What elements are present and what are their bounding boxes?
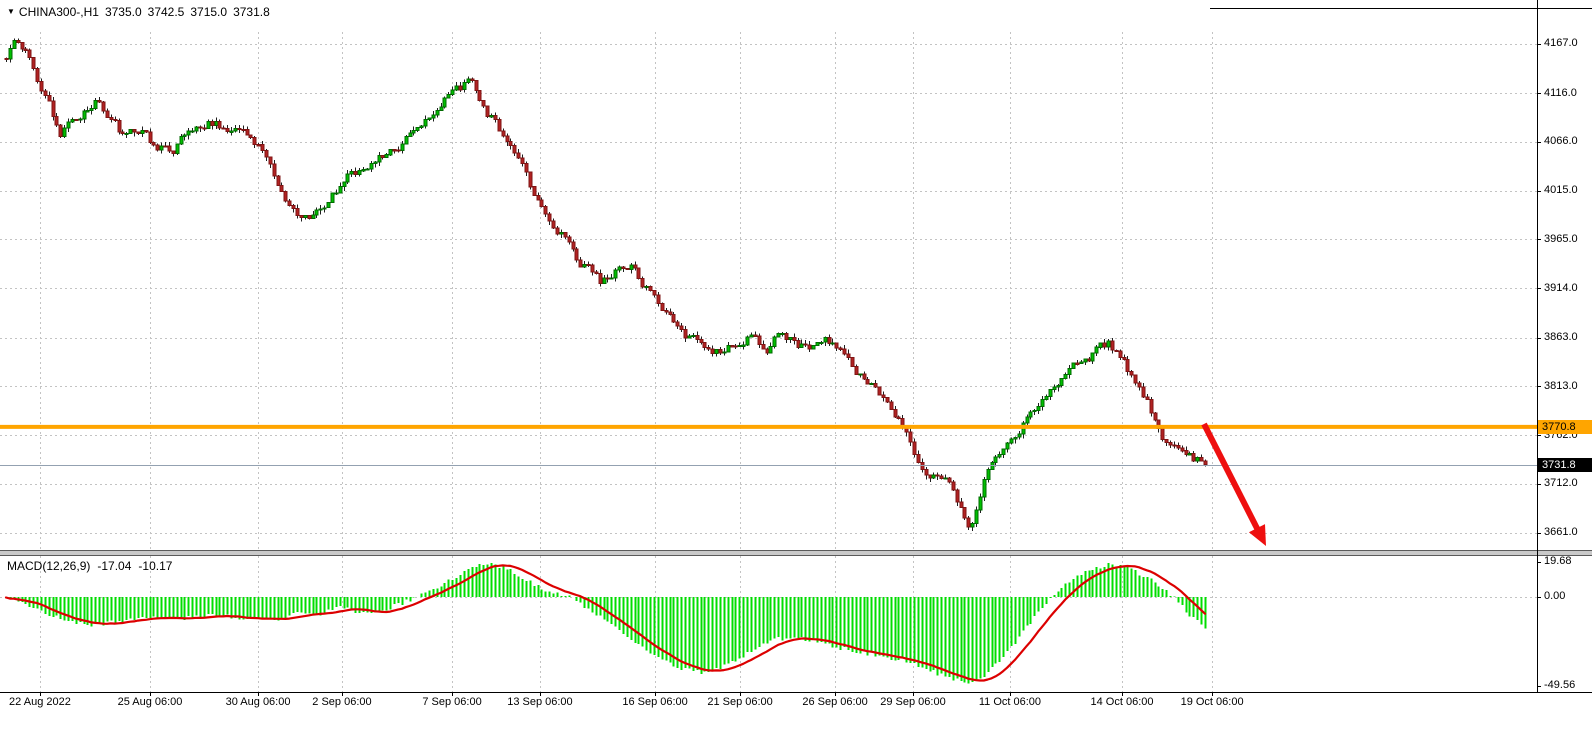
price-axis-label: 4015.0 bbox=[1544, 184, 1578, 197]
macd-axis-label: 19.68 bbox=[1544, 555, 1572, 568]
time-axis-label: 30 Aug 06:00 bbox=[225, 696, 291, 708]
bid-price-tag: 3731.8 bbox=[1538, 457, 1592, 472]
candles-layer bbox=[4, 39, 1208, 528]
time-axis-label: 7 Sep 06:00 bbox=[422, 696, 482, 708]
macd-value: -17.04 bbox=[97, 559, 132, 573]
hline-price-tag: 3770.8 bbox=[1538, 419, 1592, 434]
chart-symbol-label: ▼ CHINA300-,H1 3735.0 3742.5 3715.0 3731.8 bbox=[7, 5, 270, 19]
time-axis-label: 16 Sep 06:00 bbox=[622, 696, 688, 708]
symbol-period-label: CHINA300-,H1 bbox=[18, 5, 99, 19]
candle-wicks-layer bbox=[6, 38, 1206, 531]
time-axis-label: 2 Sep 06:00 bbox=[312, 696, 372, 708]
ohlc-open: 3735.0 bbox=[104, 5, 142, 19]
macd-signal-value: -10.17 bbox=[138, 559, 173, 573]
time-axis-label: 14 Oct 06:00 bbox=[1090, 696, 1154, 708]
frame-layer bbox=[0, 0, 1592, 696]
ohlc-low: 3715.0 bbox=[190, 5, 228, 19]
price-axis-label: 3712.0 bbox=[1544, 477, 1578, 490]
price-axis-label: 3813.0 bbox=[1544, 379, 1578, 392]
price-axis-label: 3914.0 bbox=[1544, 281, 1578, 294]
time-axis-label: 25 Aug 06:00 bbox=[117, 696, 183, 708]
price-axis-label: 3863.0 bbox=[1544, 331, 1578, 344]
time-axis-label: 26 Sep 06:00 bbox=[802, 696, 868, 708]
time-axis-label: 22 Aug 2022 bbox=[9, 696, 71, 708]
price-axis-label: 4167.0 bbox=[1544, 37, 1578, 50]
down-arrow-annotation[interactable] bbox=[1201, 422, 1266, 546]
ohlc-close: 3731.8 bbox=[233, 5, 270, 19]
macd-signal-line bbox=[4, 564, 1207, 682]
time-axis-label: 21 Sep 06:00 bbox=[707, 696, 773, 708]
ohlc-high: 3742.5 bbox=[147, 5, 185, 19]
price-axis-label: 4066.0 bbox=[1544, 135, 1578, 148]
time-axis-label: 11 Oct 06:00 bbox=[978, 696, 1042, 708]
time-axis-label: 29 Sep 06:00 bbox=[880, 696, 946, 708]
time-axis-label: 19 Oct 06:00 bbox=[1180, 696, 1244, 708]
price-axis[interactable] bbox=[1537, 0, 1592, 692]
macd-axis-label: 0.00 bbox=[1544, 590, 1566, 603]
macd-axis-label: -49.56 bbox=[1544, 679, 1576, 692]
symbol-dropdown-icon[interactable]: ▼ bbox=[7, 7, 15, 16]
grid-layer bbox=[0, 32, 1537, 692]
price-axis-label: 3965.0 bbox=[1544, 232, 1578, 245]
price-axis-label: 3661.0 bbox=[1544, 526, 1578, 539]
macd-name: MACD(12,26,9) bbox=[7, 559, 91, 573]
macd-indicator-label: MACD(12,26,9) -17.04 -10.17 bbox=[7, 559, 179, 573]
time-axis-label: 13 Sep 06:00 bbox=[507, 696, 573, 708]
price-axis-label: 4116.0 bbox=[1544, 86, 1577, 99]
macd-histogram-layer bbox=[5, 562, 1207, 684]
